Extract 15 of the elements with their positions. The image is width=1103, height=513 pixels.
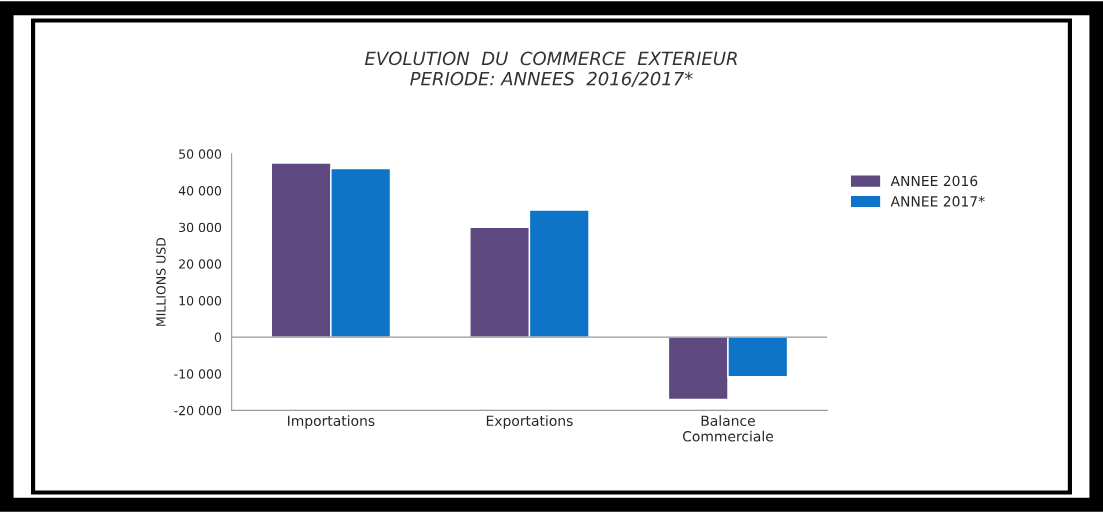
y-tick-label: 10 000 xyxy=(179,295,222,306)
y-tick-label: 0 xyxy=(214,332,222,343)
x-tick-label: Exportations xyxy=(486,415,573,429)
legend-label: ANNEE 2016 xyxy=(890,175,978,187)
y-tick-label: 40 000 xyxy=(178,186,222,196)
x-tick-label: Balance Commerciale xyxy=(682,415,774,442)
x-tick-label: Importations xyxy=(288,415,375,429)
legend-label: ANNEE 2017* xyxy=(890,196,985,207)
y-tick-label: 50 000 xyxy=(179,149,222,159)
chart-title: EVOLUTION DU COMMERCE EXTERIEUR PERIODE: ANNEES 2016/2017* xyxy=(364,51,737,87)
y-axis-title: MILLIONS USD xyxy=(156,237,166,326)
y-tick-label: 30 000 xyxy=(179,222,222,233)
y-tick-label: -10 000 xyxy=(174,369,222,379)
y-tick-label: -20 000 xyxy=(174,405,222,416)
y-tick-label: 20 000 xyxy=(179,259,222,269)
